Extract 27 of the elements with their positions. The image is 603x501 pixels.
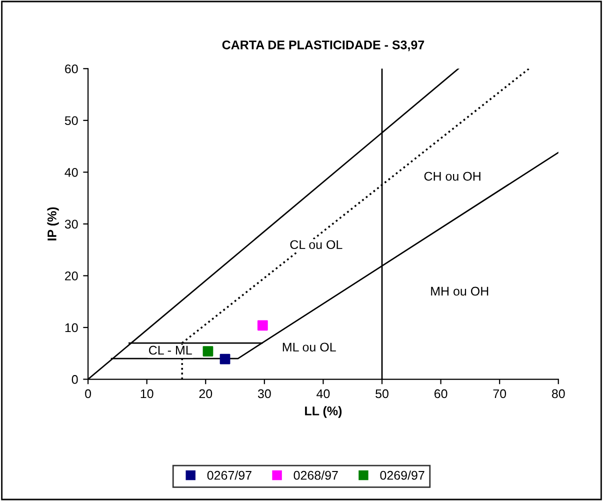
y-tick-label: 0: [72, 375, 78, 384]
x-tick-label: 0: [85, 389, 92, 398]
x-tick-label: 40: [316, 389, 330, 398]
y-tick-label: 60: [65, 64, 78, 74]
annotation: CL - ML: [148, 346, 192, 355]
legend-label: 0269/97: [380, 470, 424, 480]
x-axis-title: LL (%): [305, 406, 342, 418]
x-tick-label: 60: [434, 389, 448, 398]
y-tick-label: 10: [65, 323, 78, 332]
legend-label: 0267/97: [207, 470, 252, 480]
x-tick-label: 70: [493, 389, 506, 398]
y-tick-label: 30: [64, 220, 78, 229]
annotation: ML ou OL: [282, 342, 336, 352]
x-tick-label: 10: [140, 389, 154, 398]
y-tick-label: 40: [64, 168, 78, 177]
chart-title: CARTA DE PLASTICIDADE - S3,97: [222, 40, 424, 52]
y-tick-label: 20: [65, 272, 78, 280]
annotation: CL ou OL: [290, 240, 342, 250]
annotation: MH ou OH: [431, 286, 488, 296]
legend-label: 0268/97: [294, 470, 338, 480]
annotation: CH ou OH: [424, 172, 480, 181]
x-tick-label: 80: [552, 389, 565, 398]
y-axis-title: IP (%): [47, 207, 59, 240]
y-tick-label: 50: [64, 116, 78, 126]
x-tick-label: 30: [258, 389, 271, 398]
x-tick-label: 20: [199, 389, 212, 398]
x-tick-label: 50: [376, 389, 388, 398]
